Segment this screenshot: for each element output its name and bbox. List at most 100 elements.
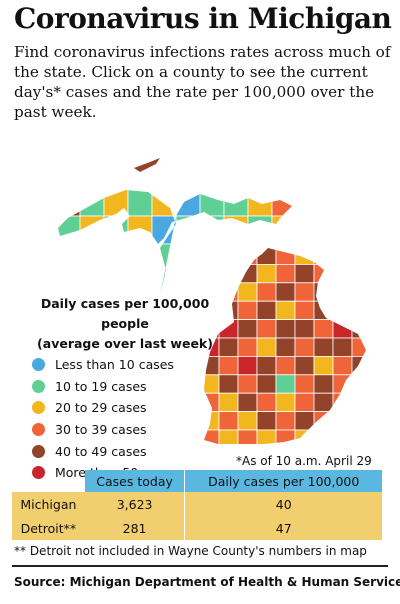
county-shape[interactable] [294, 355, 315, 376]
county-shape[interactable] [332, 392, 353, 413]
county-shape[interactable] [256, 355, 277, 376]
county-shape[interactable] [294, 282, 315, 302]
county-shape[interactable] [175, 188, 201, 217]
county-shape[interactable] [237, 319, 258, 339]
county-shape[interactable] [237, 246, 258, 265]
county-shape[interactable] [237, 355, 258, 376]
county-shape[interactable] [294, 374, 315, 394]
county-shape[interactable] [313, 355, 334, 376]
michigan-county-map[interactable] [0, 120, 400, 450]
county-shape[interactable] [237, 374, 258, 394]
county-shape[interactable] [271, 215, 296, 245]
county-shape[interactable] [313, 374, 334, 394]
county-shape[interactable] [275, 282, 296, 302]
county-shape[interactable] [79, 243, 105, 273]
county-shape[interactable] [332, 319, 353, 339]
county-shape[interactable] [351, 319, 371, 339]
county-shape[interactable] [200, 263, 220, 284]
county-shape[interactable] [223, 243, 249, 273]
county-shape[interactable] [247, 188, 273, 217]
county-shape[interactable] [313, 263, 334, 284]
county-shape[interactable] [256, 319, 277, 339]
county-shape[interactable] [275, 411, 296, 431]
county-shape[interactable] [56, 215, 81, 245]
county-shape[interactable] [275, 319, 296, 339]
county-shape[interactable] [237, 337, 258, 357]
county-shape[interactable] [237, 411, 258, 431]
county-shape[interactable] [256, 337, 277, 357]
county-shape[interactable] [127, 215, 153, 245]
county-shape[interactable] [351, 392, 371, 413]
county-shape[interactable] [294, 300, 315, 320]
county-shape[interactable] [199, 243, 225, 273]
county-shape[interactable] [256, 392, 277, 413]
county-shape[interactable] [294, 392, 315, 413]
county-shape[interactable] [275, 263, 296, 284]
county-shape[interactable] [313, 300, 334, 320]
county-shape[interactable] [332, 355, 353, 376]
county-shape[interactable] [313, 429, 334, 448]
county-shape[interactable] [256, 411, 277, 431]
county-shape[interactable] [151, 215, 177, 245]
county-shape[interactable] [332, 411, 353, 431]
county-shape[interactable] [294, 319, 315, 339]
county-shape[interactable] [103, 243, 129, 273]
county-shape[interactable] [332, 300, 353, 320]
county-shape[interactable] [332, 246, 353, 265]
county-shape[interactable] [351, 300, 371, 320]
county-shape[interactable] [237, 282, 258, 302]
county-shape[interactable] [199, 188, 225, 217]
county-shape[interactable] [127, 243, 153, 273]
county-shape[interactable] [56, 188, 81, 217]
county-shape[interactable] [351, 282, 371, 302]
county-shape[interactable] [275, 355, 296, 376]
county-shape[interactable] [218, 263, 239, 284]
county-shape[interactable] [313, 337, 334, 357]
county-shape[interactable] [256, 263, 277, 284]
county-shape[interactable] [275, 337, 296, 357]
county-shape[interactable] [313, 319, 334, 339]
county-shape[interactable] [79, 188, 105, 217]
legend-swatch-icon [32, 423, 45, 437]
county-shape[interactable] [332, 263, 353, 284]
county-shape[interactable] [275, 392, 296, 413]
county-shape[interactable] [294, 429, 315, 448]
county-shape[interactable] [218, 246, 239, 265]
county-shape[interactable] [332, 374, 353, 394]
county-shape[interactable] [223, 215, 249, 245]
county-shape[interactable] [332, 429, 353, 448]
county-shape[interactable] [175, 243, 201, 273]
county-shape[interactable] [199, 215, 225, 245]
county-shape[interactable] [332, 282, 353, 302]
county-shape[interactable] [275, 300, 296, 320]
county-shape[interactable] [351, 246, 371, 265]
county-shape[interactable] [103, 215, 129, 245]
county-shape[interactable] [256, 374, 277, 394]
county-shape[interactable] [294, 337, 315, 357]
county-shape[interactable] [56, 243, 81, 273]
county-shape[interactable] [294, 263, 315, 284]
county-shape[interactable] [237, 300, 258, 320]
county-shape[interactable] [151, 243, 177, 273]
county-shape[interactable] [313, 392, 334, 413]
county-shape[interactable] [313, 411, 334, 431]
county-shape[interactable] [351, 411, 371, 431]
county-shape[interactable] [313, 246, 334, 265]
county-shape[interactable] [200, 246, 220, 265]
county-shape[interactable] [103, 188, 129, 217]
county-shape[interactable] [351, 374, 371, 394]
county-shape[interactable] [237, 263, 258, 284]
county-shape[interactable] [275, 246, 296, 265]
county-shape[interactable] [256, 429, 277, 448]
county-shape[interactable] [237, 392, 258, 413]
county-shape[interactable] [237, 429, 258, 448]
county-shape[interactable] [151, 188, 177, 217]
county-shape[interactable] [332, 337, 353, 357]
county-shape[interactable] [271, 188, 296, 217]
county-shape[interactable] [256, 300, 277, 320]
county-shape[interactable] [351, 429, 371, 448]
county-shape[interactable] [275, 429, 296, 448]
county-shape[interactable] [256, 282, 277, 302]
county-shape[interactable] [351, 263, 371, 284]
county-shape[interactable] [275, 374, 296, 394]
